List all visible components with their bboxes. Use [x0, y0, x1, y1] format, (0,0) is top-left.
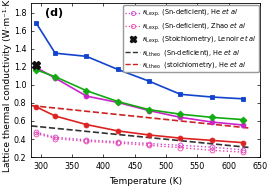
Legend: $\kappa_\mathregular{Lexp.}$ (Sn-deficient), He $\it{et\ al}$, $\kappa_\mathregu: $\kappa_\mathregular{Lexp.}$ (Sn-deficie… [123, 5, 259, 72]
X-axis label: Temperature (K): Temperature (K) [109, 177, 182, 186]
Text: (d): (d) [45, 8, 63, 18]
Y-axis label: Lattice thermal conductivity (W·m⁻¹·K⁻¹): Lattice thermal conductivity (W·m⁻¹·K⁻¹) [4, 0, 12, 172]
